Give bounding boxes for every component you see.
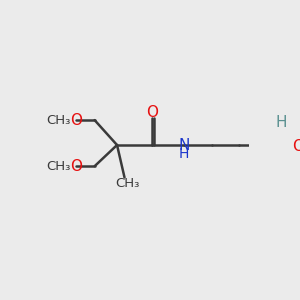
Text: CH₃: CH₃ <box>46 160 70 173</box>
Text: O: O <box>292 139 300 154</box>
Text: H: H <box>179 148 190 161</box>
Text: O: O <box>70 159 82 174</box>
Text: CH₃: CH₃ <box>115 177 139 190</box>
Text: N: N <box>178 137 190 152</box>
Text: O: O <box>146 105 158 120</box>
Text: H: H <box>276 115 287 130</box>
Text: O: O <box>70 112 82 128</box>
Text: CH₃: CH₃ <box>46 114 70 127</box>
